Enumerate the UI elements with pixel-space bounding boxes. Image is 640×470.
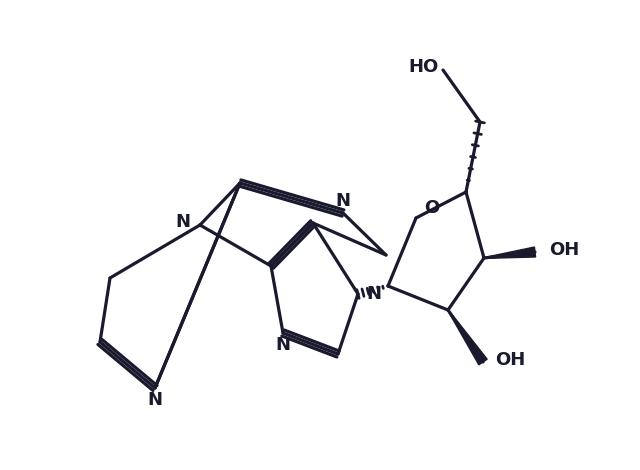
Text: O: O: [424, 199, 439, 217]
Text: HO: HO: [409, 58, 439, 76]
Polygon shape: [447, 310, 487, 365]
Text: N: N: [147, 391, 163, 409]
Text: N: N: [366, 285, 381, 303]
Text: OH: OH: [495, 351, 525, 369]
Text: OH: OH: [549, 241, 579, 259]
Text: N: N: [175, 213, 190, 231]
Text: N: N: [275, 336, 291, 354]
Text: N: N: [335, 192, 351, 210]
Polygon shape: [484, 247, 536, 258]
